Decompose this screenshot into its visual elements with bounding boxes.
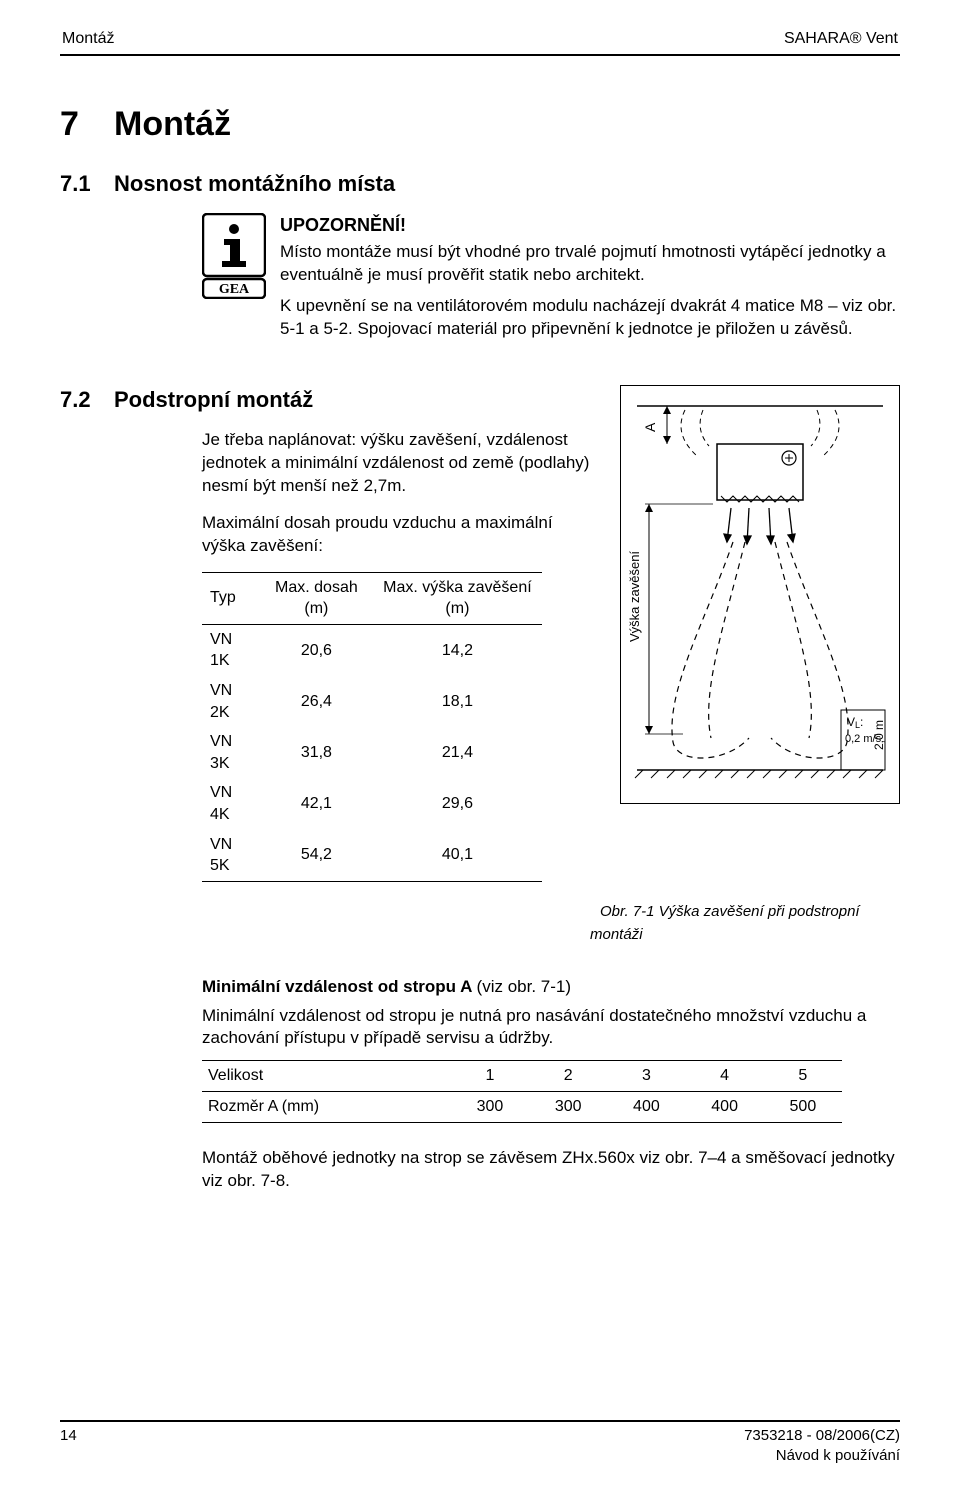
reach-table: Typ Max. dosah (m) Max. výška zavěšení (… (202, 572, 542, 882)
notice-heading: UPOZORNĚNÍ! (280, 213, 900, 237)
chapter-number: 7 (60, 102, 114, 148)
page-footer: 14 7353218 - 08/2006(CZ) Návod k používá… (60, 1420, 900, 1467)
info-gea-icon: GEA (202, 213, 266, 349)
svg-text:GEA: GEA (219, 282, 250, 297)
header-right: SAHARA® Vent (784, 28, 898, 50)
table-row: VN 1K20,614,2 (202, 624, 542, 676)
notice-block: GEA UPOZORNĚNÍ! Místo montáže musí být v… (202, 213, 900, 349)
figure-7-1-caption: Obr. 7-1 Výška zavěšení při podstropní m… (590, 900, 900, 946)
table-row: VN 4K42,129,6 (202, 778, 542, 829)
figure-caption-label: Obr. 7-1 (600, 903, 654, 920)
chapter-title: Montáž (114, 105, 231, 143)
footer-page-number: 14 (60, 1426, 77, 1467)
figure-7-1: A (620, 385, 900, 804)
table-row: VN 5K54,240,1 (202, 830, 542, 882)
chapter-heading: 7Montáž (60, 102, 900, 148)
section-7-2-number: 7.2 (60, 385, 114, 415)
notice-text: UPOZORNĚNÍ! Místo montáže musí být vhodn… (280, 213, 900, 349)
footer-rule (60, 1420, 900, 1422)
section-7-1-title: Nosnost montážního místa (114, 171, 395, 196)
table-row: VN 3K31,821,4 (202, 727, 542, 778)
final-paragraph: Montáž oběhové jednotky na strop se závě… (202, 1147, 900, 1193)
min-dist-heading: Minimální vzdálenost od stropu A (viz ob… (202, 976, 900, 999)
notice-p1: Místo montáže musí být vhodné pro trvalé… (280, 241, 900, 287)
min-dist-heading-suffix: (viz obr. 7-1) (477, 977, 571, 996)
size-table: Velikost 1 2 3 4 5 Rozměr A (mm) 300 300… (202, 1060, 842, 1122)
footer-doc: Návod k používání (776, 1447, 900, 1464)
table-row: Velikost 1 2 3 4 5 (202, 1061, 842, 1092)
header-rule (60, 54, 900, 56)
figure-label-y: Výška zavěšení (627, 551, 642, 642)
footer-code: 7353218 - 08/2006(CZ) (744, 1427, 900, 1444)
notice-p2: K upevnění se na ventilátorovém modulu n… (280, 295, 900, 341)
figure-label-A: A (642, 422, 658, 432)
section-7-2-p2: Maximální dosah proudu vzduchu a maximál… (202, 512, 596, 558)
reach-th-dosah: Max. dosah (m) (260, 572, 373, 624)
table-row: VN 2K26,418,1 (202, 676, 542, 727)
section-7-1-number: 7.1 (60, 169, 114, 199)
section-7-2-heading: 7.2Podstropní montáž (60, 385, 596, 415)
figure-label-2m: 2,0 m (872, 720, 886, 750)
reach-th-vyska: Max. výška zavěšení (m) (373, 572, 542, 624)
reach-th-typ: Typ (202, 572, 260, 624)
table-row: Rozměr A (mm) 300 300 400 400 500 (202, 1092, 842, 1123)
min-dist-heading-bold: Minimální vzdálenost od stropu A (202, 977, 472, 996)
table-row: Typ Max. dosah (m) Max. výška zavěšení (… (202, 572, 542, 624)
min-dist-p: Minimální vzdálenost od stropu je nutná … (202, 1005, 900, 1051)
header-left: Montáž (62, 28, 114, 50)
section-7-2-title: Podstropní montáž (114, 387, 313, 412)
section-7-1-heading: 7.1Nosnost montážního místa (60, 169, 900, 199)
figure-label-vl: VL: (847, 715, 863, 730)
section-7-2-p1: Je třeba naplánovat: výšku zavěšení, vzd… (202, 429, 596, 498)
